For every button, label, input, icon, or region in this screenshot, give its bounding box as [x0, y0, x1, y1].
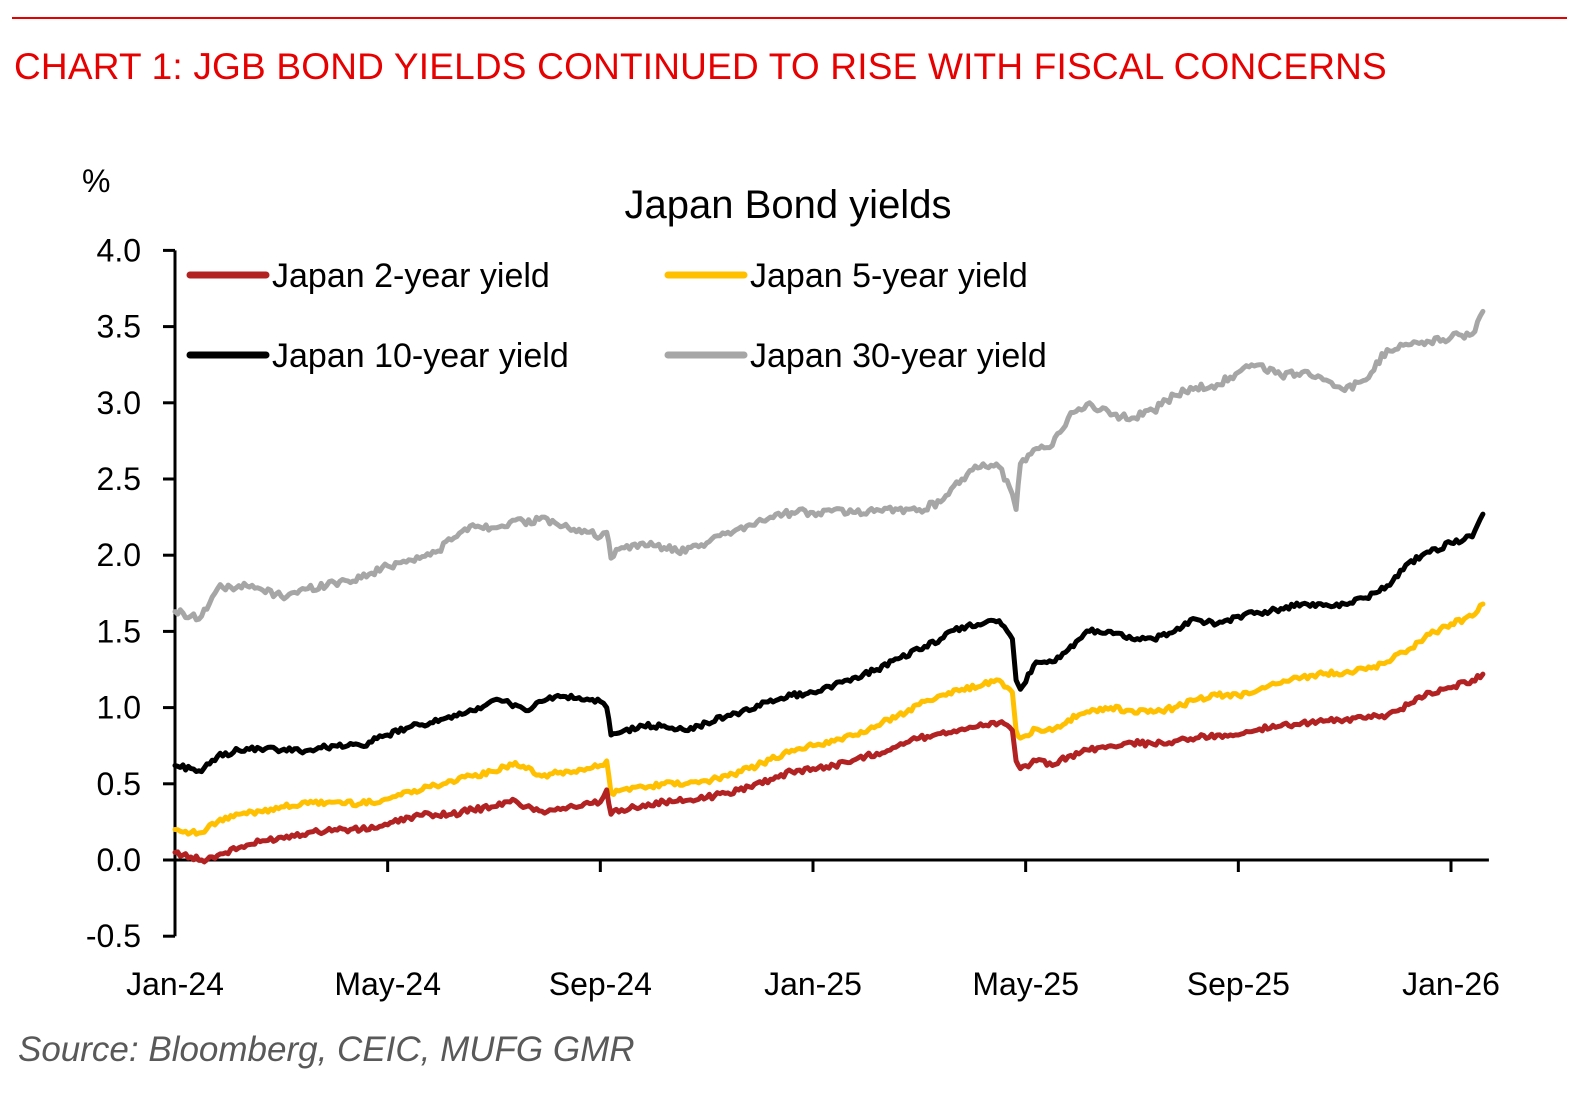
axes: 4.0 3.5 3.0 2.5 2.0 1.5 1.0 0.5 0.0 -0.5 Jan-24 May… — [86, 232, 1500, 1002]
x-tick-label: Sep-25 — [1187, 966, 1290, 1002]
chart-title: Japan Bond yields — [625, 183, 952, 227]
header-rule — [12, 17, 1567, 19]
y-unit-label: % — [82, 163, 110, 199]
y-tick-label: 3.5 — [97, 309, 141, 345]
legend-label: Japan 30-year yield — [750, 337, 1047, 375]
y-tick-label: 2.0 — [97, 537, 141, 573]
legend: Japan 2-year yield Japan 5-year yield Japa… — [186, 257, 1047, 375]
series-line-japan-5-year-yield — [172, 601, 1486, 837]
x-tick-label: May-25 — [972, 966, 1079, 1002]
series-lines — [172, 308, 1486, 865]
chart: % Japan Bond yields 4.0 3.5 3.0 2.5 2.0 1.5 1.… — [82, 163, 1500, 1002]
x-tick-label: Jan-25 — [764, 966, 862, 1002]
legend-label: Japan 5-year yield — [750, 257, 1028, 295]
y-tick-label: 1.5 — [97, 613, 141, 649]
source-note: Source: Bloomberg, CEIC, MUFG GMR — [18, 1030, 635, 1069]
y-tick-label: 0.0 — [97, 842, 141, 878]
x-tick-label: Sep-24 — [549, 966, 652, 1002]
series-line-japan-2-year-yield — [172, 671, 1486, 865]
y-tick-label: 3.0 — [97, 385, 141, 421]
y-tick-label: 1.0 — [97, 690, 141, 726]
chart-headline: CHART 1: JGB BOND YIELDS CONTINUED TO RI… — [14, 46, 1387, 87]
y-tick-label: 2.5 — [97, 461, 141, 497]
series-line-japan-30-year-yield — [172, 308, 1486, 623]
legend-label: Japan 2-year yield — [272, 257, 550, 295]
x-tick-label: Jan-26 — [1402, 966, 1500, 1002]
legend-label: Japan 10-year yield — [272, 337, 569, 375]
y-tick-label: -0.5 — [86, 918, 141, 954]
x-tick-label: Jan-24 — [126, 966, 224, 1002]
series-line-japan-10-year-yield — [172, 511, 1486, 775]
x-tick-label: May-24 — [334, 966, 441, 1002]
y-tick-label: 0.5 — [97, 766, 141, 802]
y-tick-label: 4.0 — [97, 232, 141, 268]
